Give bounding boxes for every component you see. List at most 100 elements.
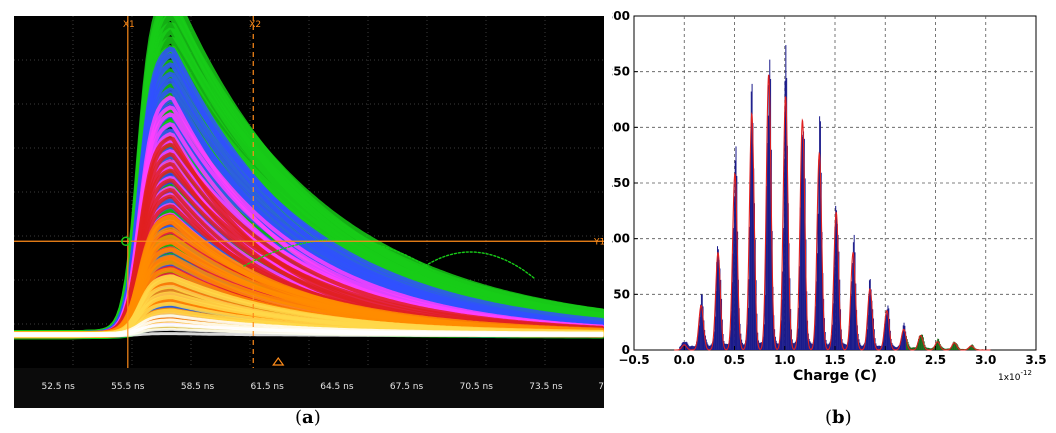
x-tick-label: −0.5	[618, 353, 649, 367]
waveform-trace	[14, 314, 604, 336]
histogram-bar	[700, 294, 702, 350]
x-tick-label: 64.5 ns	[320, 382, 354, 392]
histogram-bar	[921, 334, 923, 350]
histogram-bar	[696, 337, 698, 350]
histogram-bar	[686, 342, 688, 350]
histogram-bar	[884, 323, 886, 350]
histogram-bar	[954, 341, 956, 350]
histogram-bar	[689, 346, 691, 350]
histogram-bar	[782, 271, 784, 350]
histogram-bar	[765, 244, 767, 350]
histogram-bar	[901, 331, 903, 350]
histogram-bar	[881, 343, 883, 350]
y-tick-label: 100	[612, 232, 630, 246]
x-tick-label: 73.5 ns	[529, 382, 563, 392]
x-tick-label: 70.5 ns	[460, 382, 494, 392]
histogram-bar	[763, 324, 765, 350]
histogram-bar	[697, 331, 699, 350]
histogram-bar	[971, 344, 973, 350]
histogram-bar	[897, 346, 899, 350]
x-tick-label: 67.5 ns	[390, 382, 424, 392]
histogram-bar	[811, 343, 813, 350]
histogram-bar	[788, 243, 790, 350]
histogram-bar	[713, 331, 715, 350]
histogram-bar	[708, 345, 710, 350]
histogram-bar	[953, 341, 955, 350]
histogram-bar	[844, 344, 846, 350]
histogram-bar	[877, 345, 879, 350]
histogram-bar	[688, 346, 690, 350]
histogram-bar	[747, 307, 749, 350]
histogram-bar	[764, 295, 766, 350]
histogram-bar	[749, 226, 751, 350]
histogram-bar	[930, 348, 932, 350]
histogram-bar	[838, 251, 840, 350]
histogram-bar	[731, 282, 733, 350]
histogram-bar	[855, 283, 857, 350]
histogram-bar	[766, 142, 768, 350]
histogram-bar	[716, 262, 718, 350]
histogram-bar	[950, 346, 952, 350]
histogram-bar	[724, 343, 726, 350]
histogram-bar	[864, 340, 866, 350]
histogram-bar	[882, 339, 884, 350]
histogram-bar	[780, 320, 782, 350]
x-tick-label: 0.5	[724, 353, 745, 367]
histogram-bar	[802, 134, 804, 350]
histogram-bar	[938, 341, 940, 350]
histogram-bar	[946, 348, 948, 350]
histogram-bar	[703, 320, 705, 350]
histogram-bar	[794, 342, 796, 350]
histogram-bar	[701, 294, 703, 350]
histogram-bar	[749, 152, 751, 350]
histogram-bar	[709, 345, 711, 350]
histogram-bar	[714, 316, 716, 350]
histogram-bar	[883, 331, 885, 350]
x-tick-label: 76	[598, 382, 604, 392]
histogram-bar	[767, 115, 769, 350]
cursor-x2-label: X2	[249, 20, 261, 30]
histogram-bar	[741, 342, 743, 350]
histogram-bar	[819, 121, 821, 350]
histogram-bar	[733, 196, 735, 350]
histogram-bar	[836, 210, 838, 350]
histogram-bar	[692, 345, 694, 350]
histogram-bar	[777, 343, 779, 350]
histogram-bar	[937, 338, 939, 350]
histogram-bar	[938, 338, 940, 350]
histogram-bar	[781, 299, 783, 350]
x-tick-label: 61.5 ns	[251, 382, 285, 392]
histogram-bar	[698, 325, 700, 350]
histogram-bar	[860, 344, 862, 350]
histogram-bar	[815, 281, 817, 350]
histogram-bar	[737, 279, 739, 350]
histogram-bar	[909, 346, 911, 350]
histogram-bar	[784, 80, 786, 350]
histogram-bar	[729, 330, 731, 350]
histogram-bar	[928, 347, 930, 350]
histogram-bar	[718, 259, 720, 350]
histogram-bar	[770, 149, 772, 350]
histogram-bar	[693, 346, 695, 350]
histogram-bar	[796, 336, 798, 350]
histogram-bar	[901, 337, 903, 350]
histogram-bar	[799, 266, 801, 350]
histogram-bar	[732, 253, 734, 350]
histogram-bar	[902, 325, 904, 350]
histogram-bar	[929, 348, 931, 350]
histogram-bar	[894, 346, 896, 350]
histogram-bar	[803, 131, 805, 350]
histogram-bar	[752, 123, 754, 350]
histogram-bar	[943, 348, 945, 350]
histogram-bar	[782, 228, 784, 350]
histogram-bar	[820, 172, 822, 350]
waveform-traces	[14, 16, 604, 340]
histogram-bar	[797, 328, 799, 350]
histogram-bar	[828, 343, 830, 350]
histogram-bar	[950, 347, 952, 350]
histogram-bar	[970, 345, 972, 350]
histogram-bar	[888, 308, 890, 350]
histogram-bar	[918, 336, 920, 350]
histogram-bar	[868, 295, 870, 350]
